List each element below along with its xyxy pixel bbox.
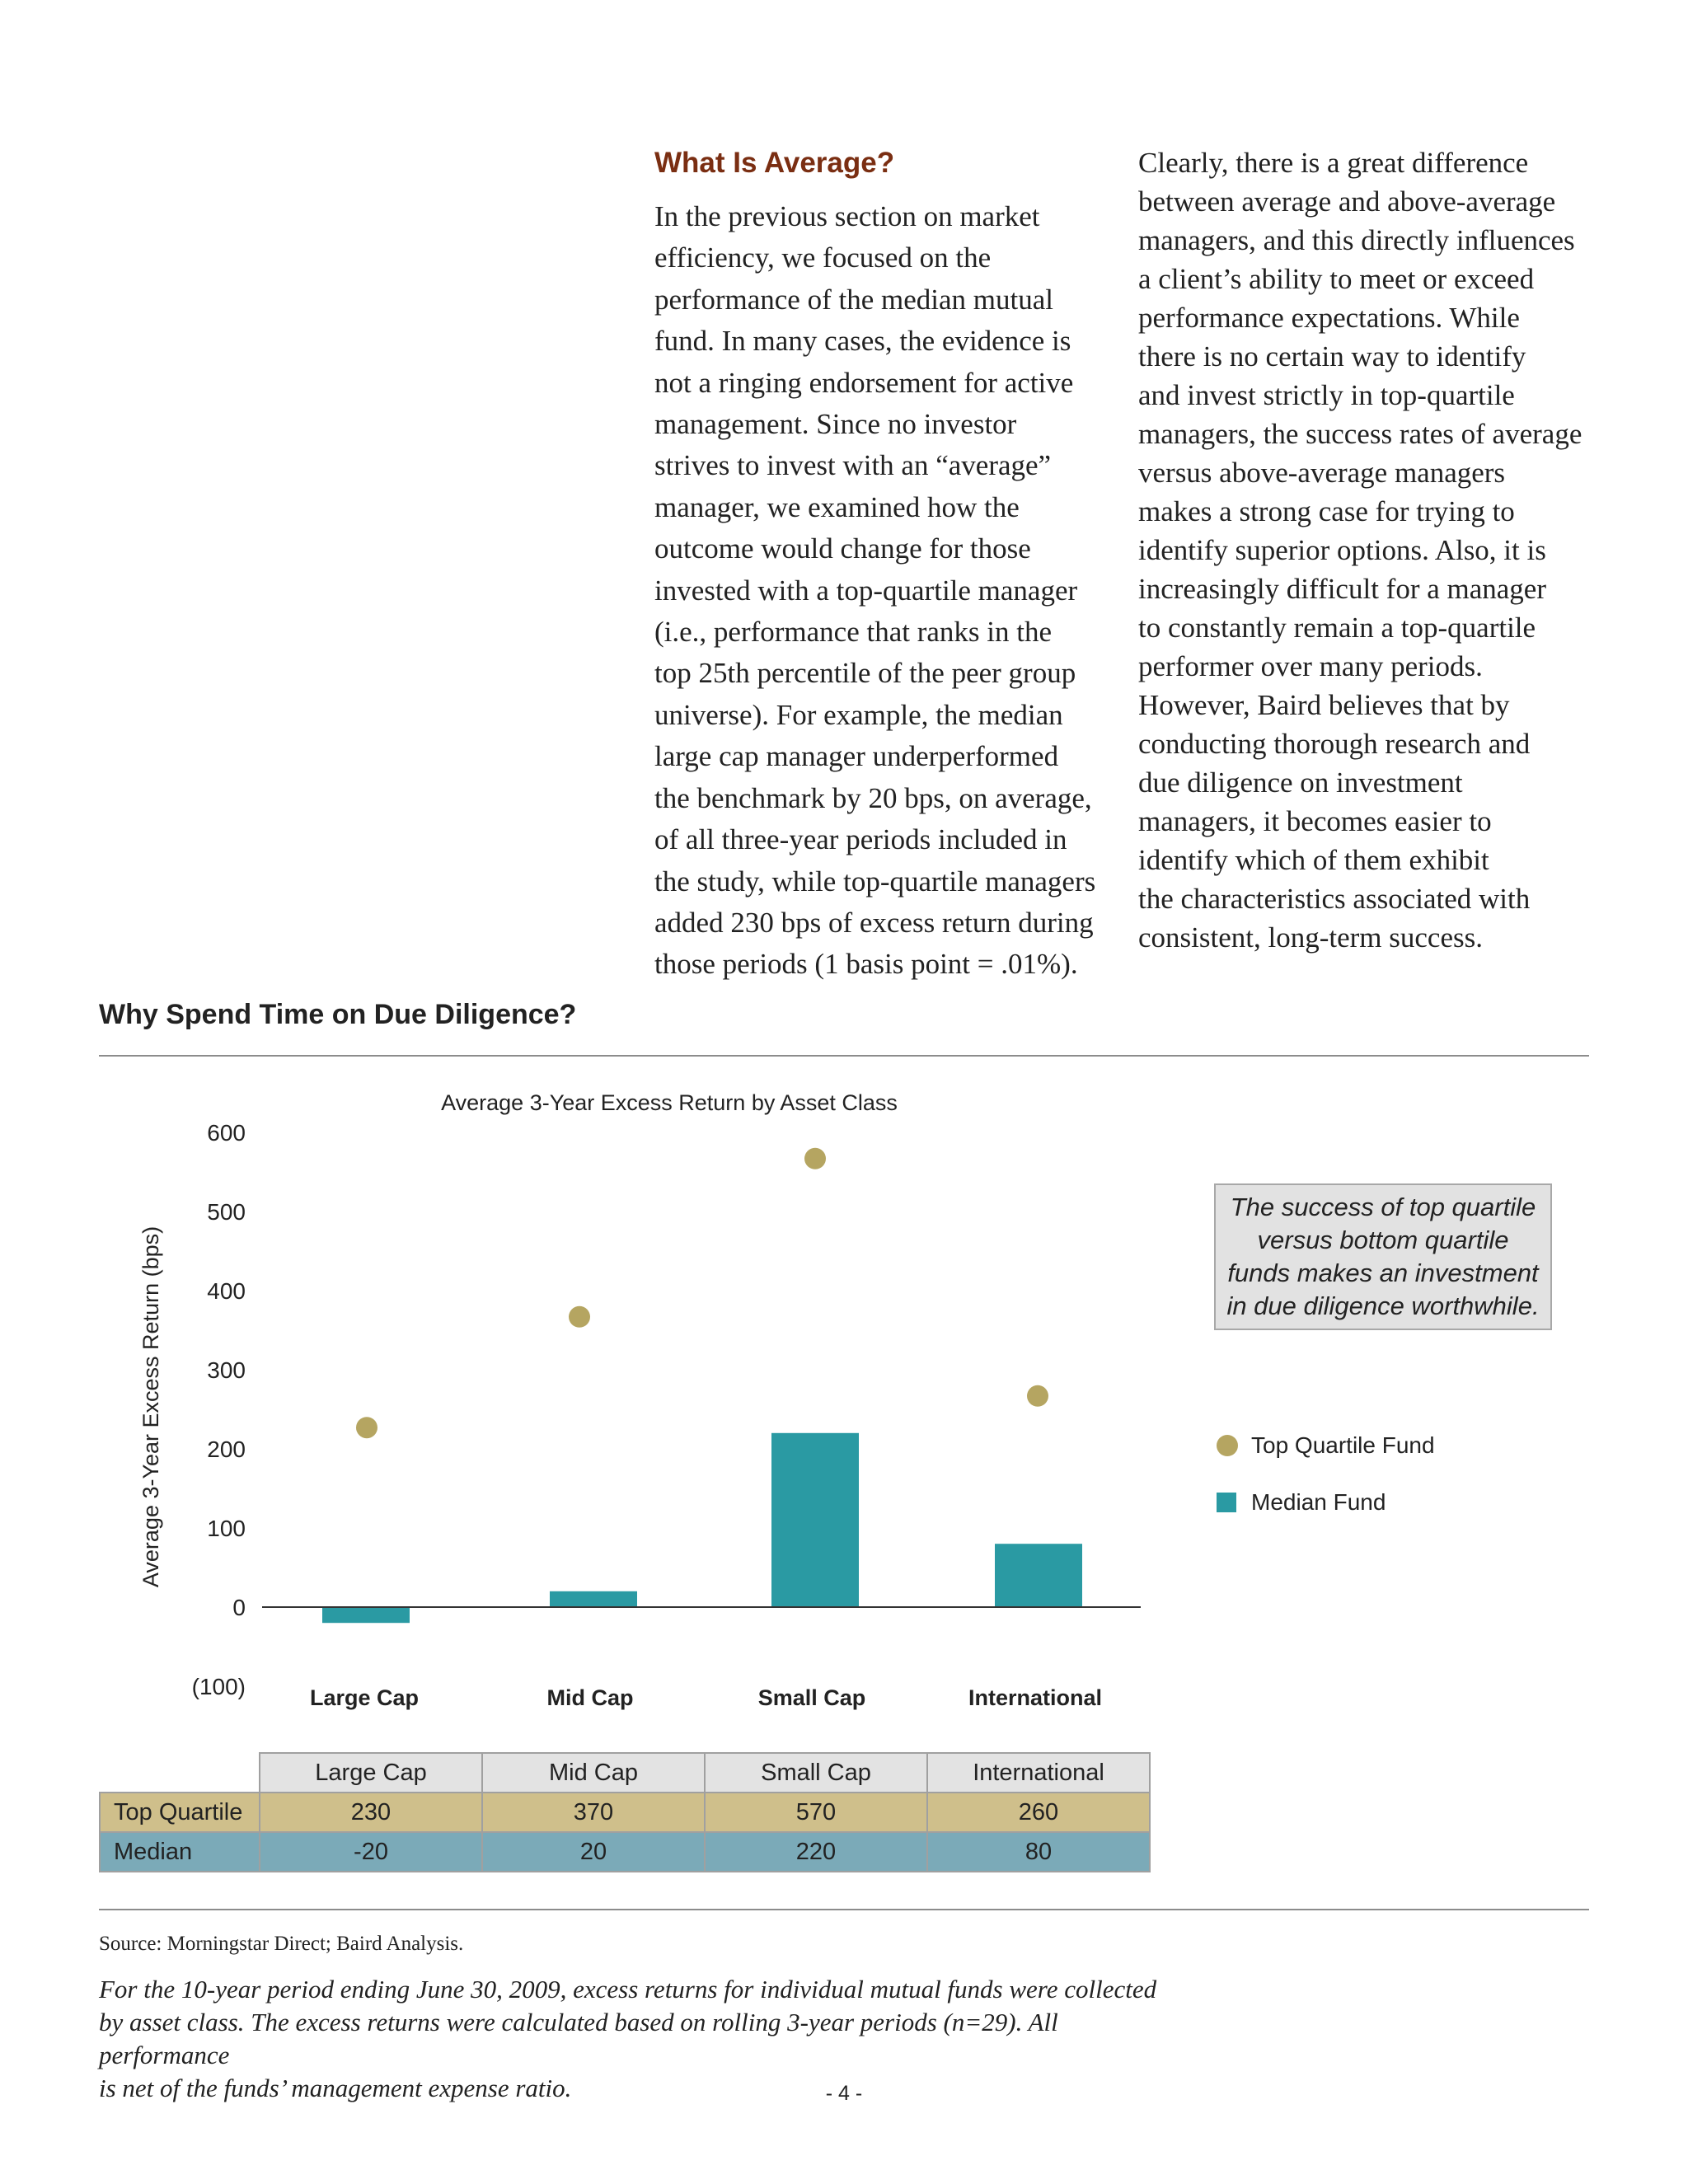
top-quartile-point — [356, 1417, 377, 1439]
y-tick-label: 100 — [207, 1516, 246, 1541]
footnote: For the 10-year period ending June 30, 2… — [99, 1975, 1157, 2102]
median-bar — [995, 1544, 1082, 1607]
y-tick-label: 300 — [207, 1357, 246, 1383]
top-quartile-point — [804, 1147, 826, 1169]
legend-item-median: Median Fund — [1217, 1489, 1386, 1516]
legend-label: Top Quartile Fund — [1251, 1432, 1435, 1458]
table-cell: 260 — [926, 1792, 1151, 1833]
table-cell: 220 — [704, 1831, 928, 1872]
median-bar — [322, 1607, 410, 1624]
row-label: Median — [99, 1831, 260, 1872]
legend-label: Median Fund — [1251, 1489, 1386, 1515]
top-quartile-point — [569, 1305, 590, 1328]
body-text-left-column: In the previous section on market effici… — [654, 200, 1096, 981]
legend-dot-icon — [1217, 1435, 1238, 1456]
excess-return-chart: Average 3-Year Excess Return by Asset Cl… — [138, 1090, 1141, 1710]
median-bar — [771, 1432, 859, 1607]
chart-section-title: Why Spend Time on Due Diligence? — [99, 999, 577, 1030]
legend-square-icon — [1217, 1493, 1236, 1512]
x-tick-label: Large Cap — [310, 1685, 419, 1710]
y-tick-label: 400 — [207, 1278, 246, 1304]
y-tick-label: 500 — [207, 1199, 246, 1225]
table-cell: 230 — [259, 1792, 483, 1833]
table-corner — [100, 1753, 260, 1793]
table-cell: 20 — [481, 1831, 706, 1872]
data-table: Large Cap Mid Cap Small Cap Internationa… — [99, 1752, 1151, 1872]
page-number: - 4 - — [825, 2082, 863, 2105]
table-header: Small Cap — [704, 1752, 928, 1793]
top-quartile-point — [1027, 1385, 1048, 1407]
table-row: Median -20 20 220 80 — [99, 1831, 1151, 1872]
section-heading: What Is Average? — [654, 147, 895, 179]
y-tick-label: 600 — [207, 1120, 246, 1146]
table-cell: 80 — [926, 1831, 1151, 1872]
table-header-row: Large Cap Mid Cap Small Cap Internationa… — [100, 1752, 1151, 1793]
y-tick-label: (100) — [192, 1674, 246, 1699]
chart-title: Average 3-Year Excess Return by Asset Cl… — [441, 1090, 898, 1115]
table-header: International — [926, 1752, 1151, 1793]
callout-box: The success of top quartile versus botto… — [1214, 1183, 1552, 1330]
table-cell: 570 — [704, 1792, 928, 1833]
x-tick-label: Small Cap — [758, 1685, 866, 1710]
body-text-right-column: Clearly, there is a great difference bet… — [1138, 147, 1582, 954]
legend-item-top-quartile: Top Quartile Fund — [1217, 1432, 1435, 1459]
y-axis-label: Average 3-Year Excess Return (bps) — [138, 1226, 163, 1587]
median-bar — [550, 1591, 637, 1607]
y-tick-label: 200 — [207, 1436, 246, 1462]
y-tick-label: 0 — [232, 1595, 246, 1620]
row-label: Top Quartile — [99, 1792, 260, 1833]
top-divider — [99, 1055, 1589, 1057]
source-note: Source: Morningstar Direct; Baird Analys… — [99, 1933, 464, 1955]
table-row: Top Quartile 230 370 570 260 — [99, 1792, 1151, 1833]
table-cell: -20 — [259, 1831, 483, 1872]
bottom-divider — [99, 1909, 1589, 1910]
x-tick-label: Mid Cap — [547, 1685, 634, 1710]
table-header: Large Cap — [259, 1752, 483, 1793]
x-tick-label: International — [968, 1685, 1102, 1710]
table-header: Mid Cap — [481, 1752, 706, 1793]
table-cell: 370 — [481, 1792, 706, 1833]
